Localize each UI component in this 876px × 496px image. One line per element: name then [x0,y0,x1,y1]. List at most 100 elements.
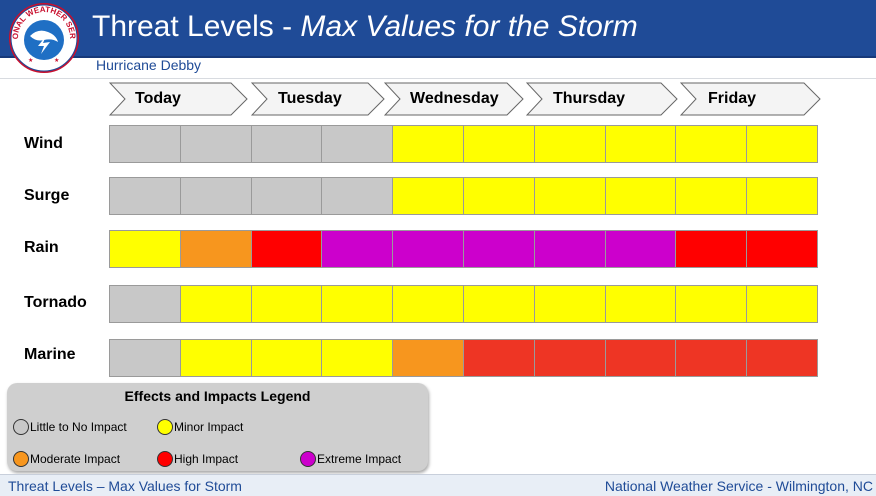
storm-name: Hurricane Debby [96,57,202,73]
threat-row-surge [109,177,818,215]
threat-cell-high [747,231,817,267]
day-header-wednesday: Wednesday [384,82,525,116]
legend-label: Little to No Impact [30,420,127,434]
svg-text:★: ★ [54,57,59,64]
legend-title: Effects and Impacts Legend [124,388,311,404]
threat-cell-high_marine [463,340,535,376]
threat-cell-none [110,178,181,214]
threat-cell-minor [534,286,606,322]
legend-label: Moderate Impact [30,452,121,466]
threat-cell-minor [534,126,606,162]
day-arrow-shape [526,82,678,116]
threat-label-marine: Marine [24,346,76,363]
svg-text:★: ★ [28,57,33,64]
threat-cell-none [322,178,394,214]
footer-caption: Threat Levels – Max Values for Storm [8,478,242,494]
threat-cell-minor [180,286,252,322]
threat-cell-minor [747,286,817,322]
threat-cell-none [110,126,181,162]
threat-cell-extreme [393,231,464,267]
threat-cell-minor [110,231,181,267]
legend-label: High Impact [174,452,239,466]
threat-cell-high_marine [747,340,817,376]
threat-cell-moderate [393,340,464,376]
threat-cell-minor [322,340,394,376]
legend-swatch [157,419,173,435]
legend-swatch [300,451,316,467]
legend-item-none: Little to No Impact [13,419,127,435]
threat-cell-none [180,178,252,214]
threat-cell-high [676,231,748,267]
threat-cell-minor [605,126,677,162]
legend-swatch [157,451,173,467]
threat-cell-minor [180,340,252,376]
threat-cell-minor [463,178,535,214]
legend-item-moderate: Moderate Impact [13,451,120,467]
day-label: Tuesday [278,90,342,107]
threat-cell-minor [747,126,817,162]
threat-cell-none [110,286,181,322]
threat-row-marine [109,339,818,377]
threat-cell-minor [393,286,464,322]
day-header-tuesday: Tuesday [251,82,386,116]
subtitle-divider [0,78,876,79]
threat-cell-extreme [322,231,394,267]
day-header-friday: Friday [680,82,822,116]
threat-cell-high_marine [605,340,677,376]
threat-cell-high [251,231,323,267]
threat-cell-minor [393,178,464,214]
threat-label-tornado: Tornado [24,294,87,311]
day-header-today: Today [109,82,249,116]
legend-item-high: High Impact [157,451,238,467]
threat-cell-minor [605,286,677,322]
day-arrow-shape [680,82,821,116]
title-italic: Max Values for the Storm [300,10,638,43]
threat-label-surge: Surge [24,187,70,204]
legend-item-extreme: Extreme Impact [300,451,401,467]
threat-cell-none [110,340,181,376]
threat-cell-minor [463,286,535,322]
threat-cell-none [251,178,323,214]
day-label: Today [135,90,181,107]
threat-cell-minor [676,178,748,214]
nws-logo: NATIONAL WEATHER SERVICE ★ ★ [5,0,80,74]
footer-office: National Weather Service - Wilmington, N… [604,478,873,494]
threat-cell-extreme [534,231,606,267]
threat-cell-none [322,126,394,162]
threat-cell-minor [251,340,323,376]
impacts-legend: Effects and Impacts Legend Little to No … [7,383,428,471]
legend-swatch [13,419,29,435]
threat-cell-minor [605,178,677,214]
threat-cell-moderate [180,231,252,267]
day-arrow-shape [384,82,524,116]
day-arrow-shape [251,82,385,116]
threat-cell-none [180,126,252,162]
threat-cell-minor [463,126,535,162]
threat-cell-minor [251,286,323,322]
threat-cell-minor [747,178,817,214]
threat-label-wind: Wind [24,135,63,152]
threat-cell-minor [534,178,606,214]
day-header-thursday: Thursday [526,82,679,116]
legend-item-minor: Minor Impact [157,419,243,435]
page-title: Threat Levels - Max Values for the Storm [92,10,638,44]
threat-cell-minor [393,126,464,162]
threat-label-rain: Rain [24,239,59,256]
legend-swatch [13,451,29,467]
threat-cell-minor [676,126,748,162]
footer-bar: Threat Levels – Max Values for Storm Nat… [0,474,876,496]
threat-row-tornado [109,285,818,323]
legend-label: Extreme Impact [317,452,402,466]
threat-cell-minor [676,286,748,322]
threat-cell-minor [322,286,394,322]
threat-cell-extreme [463,231,535,267]
day-label: Wednesday [410,90,499,107]
threat-cell-high_marine [534,340,606,376]
legend-label: Minor Impact [174,420,244,434]
header-bar: Threat Levels - Max Values for the Storm [0,0,876,58]
threat-cell-high_marine [676,340,748,376]
day-arrow-shape [109,82,248,116]
day-label: Friday [708,90,757,107]
threat-row-wind [109,125,818,163]
threat-row-rain [109,230,818,268]
